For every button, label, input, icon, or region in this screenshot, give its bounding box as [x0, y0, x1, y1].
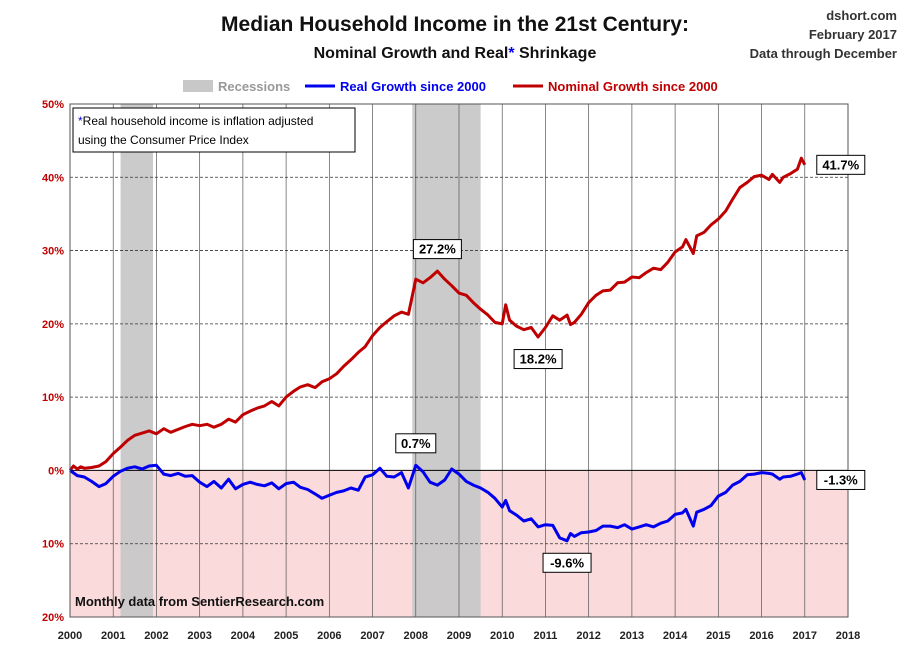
callout-label: 0.7% — [401, 436, 431, 451]
y-tick-label: 50% — [42, 99, 64, 111]
source-date: February 2017 — [809, 27, 897, 42]
x-tick-label: 2001 — [101, 630, 125, 642]
callouts: 41.7% 27.2% 18.2% 0.7% -9.6% -1.3% — [395, 154, 866, 573]
source-through: Data through December — [750, 46, 897, 61]
note-star: * — [78, 114, 83, 128]
x-tick-label: 2017 — [793, 630, 817, 642]
y-tick-label: 20% — [42, 612, 64, 624]
callout-label: 18.2% — [520, 352, 557, 367]
x-tick-label: 2011 — [534, 630, 558, 642]
x-tick-label: 2008 — [404, 630, 428, 642]
subtitle-part2: Shrinkage — [515, 45, 597, 62]
x-tick-label: 2018 — [836, 630, 860, 642]
y-tick-label: 30% — [42, 246, 64, 258]
x-tick-label: 2003 — [187, 630, 211, 642]
callout-label: -9.6% — [550, 555, 584, 570]
legend-real: Real Growth since 2000 — [340, 79, 486, 94]
nominal-line — [68, 156, 807, 472]
x-tick-label: 2009 — [447, 630, 471, 642]
source-site: dshort.com — [826, 8, 897, 23]
chart-title: Median Household Income in the 21st Cent… — [221, 13, 689, 36]
callout-box — [412, 239, 462, 260]
x-tick-label: 2007 — [360, 630, 384, 642]
note-line2: using the Consumer Price Index — [78, 133, 249, 147]
y-tick-label: 40% — [42, 172, 64, 184]
note-line1-text: Real household income is inflation adjus… — [83, 114, 314, 128]
x-tick-label: 2000 — [58, 630, 82, 642]
callout-label: 41.7% — [822, 157, 859, 172]
legend: Recessions Real Growth since 2000 Nomina… — [183, 79, 718, 94]
callout-label: 27.2% — [419, 242, 456, 257]
series-layer — [68, 156, 807, 543]
x-tick-label: 2016 — [749, 630, 773, 642]
y-tick-label: 0% — [48, 465, 64, 477]
note-frame — [72, 107, 356, 153]
callout-box — [395, 433, 437, 454]
callout-box — [513, 349, 563, 370]
note-box: *Real household income is inflation adju… — [72, 107, 356, 153]
y-tick-label: 10% — [42, 392, 64, 404]
x-tick-label: 2014 — [663, 630, 688, 642]
y-tick-label: 10% — [42, 539, 64, 551]
callout-box — [816, 154, 866, 175]
subtitle-star: * — [508, 45, 515, 62]
legend-nominal: Nominal Growth since 2000 — [548, 79, 718, 94]
callout-box — [542, 552, 592, 573]
callout-label: -1.3% — [824, 472, 858, 487]
x-tick-label: 2010 — [490, 630, 514, 642]
x-tick-label: 2015 — [706, 630, 730, 642]
legend-recessions: Recessions — [218, 79, 290, 94]
x-tick-label: 2013 — [620, 630, 644, 642]
axes: 2000 2001 2002 2003 2004 2005 2006 2007 2008 2009… — [42, 99, 860, 642]
recession-bar — [120, 104, 153, 617]
x-tick-label: 2002 — [144, 630, 168, 642]
x-tick-label: 2012 — [576, 630, 600, 642]
subtitle-part1: Nominal Growth and Real — [314, 45, 509, 62]
real-line — [69, 463, 807, 543]
plot-frame — [69, 103, 849, 618]
callout-box — [816, 469, 866, 490]
footnote: Monthly data from SentierResearch.com — [75, 594, 324, 609]
y-tick-label: 20% — [42, 319, 64, 331]
chart-subtitle: Nominal Growth and Real* Shrinkage — [314, 45, 597, 62]
x-tick-label: 2004 — [231, 630, 256, 642]
recession-bar — [412, 104, 481, 617]
x-tick-label: 2006 — [317, 630, 341, 642]
legend-recession-swatch — [183, 80, 213, 92]
note-line1: *Real household income is inflation adju… — [78, 114, 313, 128]
x-tick-label: 2005 — [274, 630, 298, 642]
